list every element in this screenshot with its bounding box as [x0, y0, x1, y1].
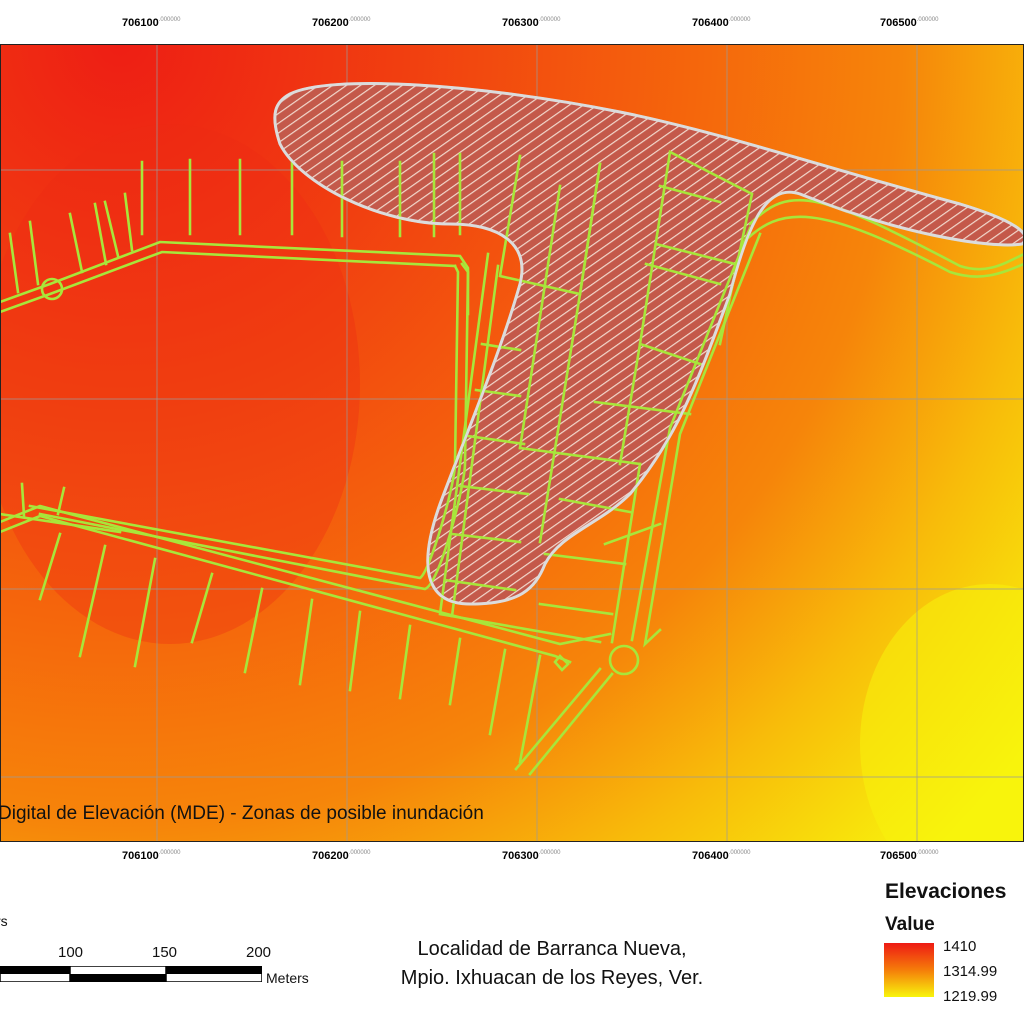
legend-min-value: 1219.99 — [943, 988, 998, 1005]
scale-units: Meters — [266, 970, 309, 986]
grid-label-bottom-706300: 706300.000000 — [502, 850, 561, 862]
grid-label-bottom-706100: 706100.000000 — [122, 850, 181, 862]
scale-label-150: 150 — [152, 944, 178, 961]
location-caption: Localidad de Barranca Nueva, Mpio. Ixhua… — [352, 935, 752, 993]
grid-label-top-706400: 706400.000000 — [692, 17, 751, 29]
elevation-high-patch — [0, 124, 360, 644]
grid-label-top-706100: 706100.000000 — [122, 17, 181, 29]
scale-label-200: 200 — [246, 944, 272, 961]
scale-units-top: rs — [0, 913, 8, 929]
grid-label-bottom-706200: 706200.000000 — [312, 850, 371, 862]
grid-label-top-706200: 706200.000000 — [312, 17, 371, 29]
scale-bar — [0, 966, 262, 982]
map-canvas — [0, 44, 1024, 842]
grid-label-top-706300: 706300.000000 — [502, 17, 561, 29]
grid-label-bottom-706500: 706500.000000 — [880, 850, 939, 862]
legend-subtitle: Value — [885, 914, 935, 935]
scale-label-100: 100 — [58, 944, 84, 961]
legend-max-value: 1410 — [943, 938, 977, 955]
legend-title: Elevaciones — [885, 880, 1007, 903]
grid-label-bottom-706400: 706400.000000 — [692, 850, 751, 862]
map-title: Digital de Elevación (MDE) - Zonas de po… — [0, 803, 484, 824]
legend-mid-value: 1314.99 — [943, 963, 998, 980]
map-frame — [0, 44, 1024, 842]
street-network — [0, 150, 1024, 776]
legend-color-ramp — [884, 943, 934, 997]
grid-label-top-706500: 706500.000000 — [880, 17, 939, 29]
elevation-low-patch — [860, 584, 1024, 842]
flood-zone-outline — [273, 82, 1024, 606]
location-line-1: Localidad de Barranca Nueva, — [417, 938, 687, 960]
location-line-2: Mpio. Ixhuacan de los Reyes, Ver. — [400, 967, 704, 989]
